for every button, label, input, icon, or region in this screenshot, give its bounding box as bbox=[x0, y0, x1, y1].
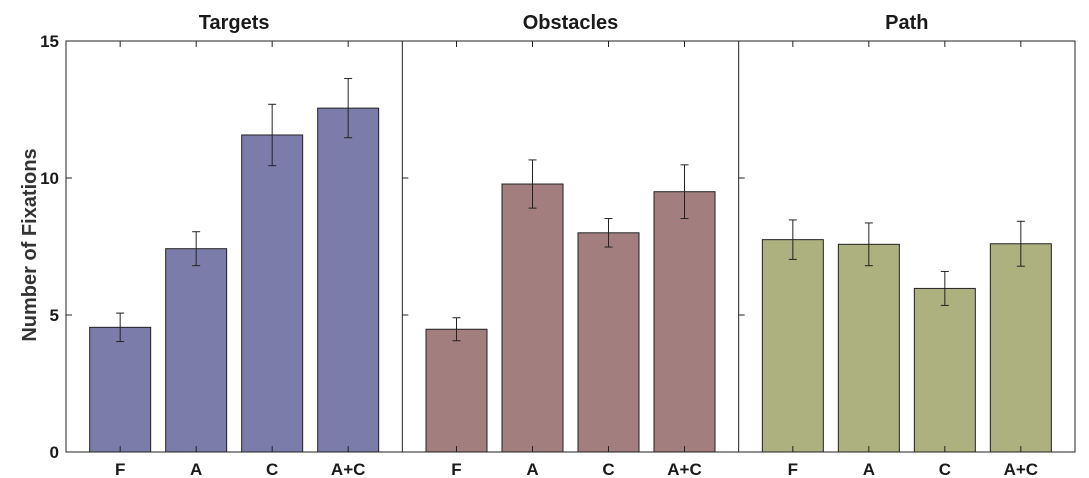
plot-frame bbox=[65, 40, 1076, 453]
x-tick-label: A+C bbox=[1004, 460, 1038, 478]
x-tick-label: C bbox=[939, 460, 951, 478]
y-tick-label: 15 bbox=[40, 32, 59, 51]
x-tick-label: F bbox=[788, 460, 798, 478]
bar-path-a+c bbox=[989, 243, 1052, 453]
x-tick-label: A bbox=[526, 460, 538, 478]
y-tick-label: 5 bbox=[50, 306, 59, 325]
panel-path: Path F A C A+C bbox=[738, 12, 1052, 478]
y-axis-label: Number of Fixations bbox=[19, 148, 41, 341]
bar-targets-c bbox=[241, 134, 304, 453]
x-tick-label: C bbox=[266, 460, 278, 478]
y-tick-label: 0 bbox=[50, 443, 59, 462]
bar-path-f bbox=[761, 239, 824, 453]
x-tick-label: F bbox=[115, 460, 125, 478]
bar-obstacles-f bbox=[425, 328, 488, 453]
y-tick-label: 10 bbox=[40, 169, 59, 188]
panel-title: Path bbox=[885, 12, 928, 34]
bar-path-c bbox=[913, 287, 976, 453]
x-tick-label: A+C bbox=[667, 460, 701, 478]
bar-obstacles-a bbox=[501, 183, 564, 453]
bar-targets-a bbox=[165, 248, 228, 453]
panel-title: Targets bbox=[199, 12, 270, 34]
panel-obstacles: Obstacles F A C A+C bbox=[401, 12, 716, 478]
panel-targets: Targets F A C A+C bbox=[89, 12, 380, 478]
bar-path-a bbox=[837, 243, 900, 453]
x-tick-label: A bbox=[190, 460, 202, 478]
x-tick-label: A bbox=[863, 460, 875, 478]
bar-obstacles-c bbox=[577, 232, 640, 453]
panel-title: Obstacles bbox=[523, 12, 619, 34]
bar-obstacles-a+c bbox=[653, 191, 716, 453]
bar-targets-f bbox=[89, 326, 152, 453]
x-tick-label: F bbox=[451, 460, 461, 478]
x-tick-label: A+C bbox=[331, 460, 365, 478]
bar-targets-a+c bbox=[317, 107, 380, 453]
chart-panels: 0 5 10 15 Targets F A C A+C Obstacles F A C A+C Path F A… bbox=[40, 12, 1076, 478]
x-tick-label: C bbox=[602, 460, 614, 478]
